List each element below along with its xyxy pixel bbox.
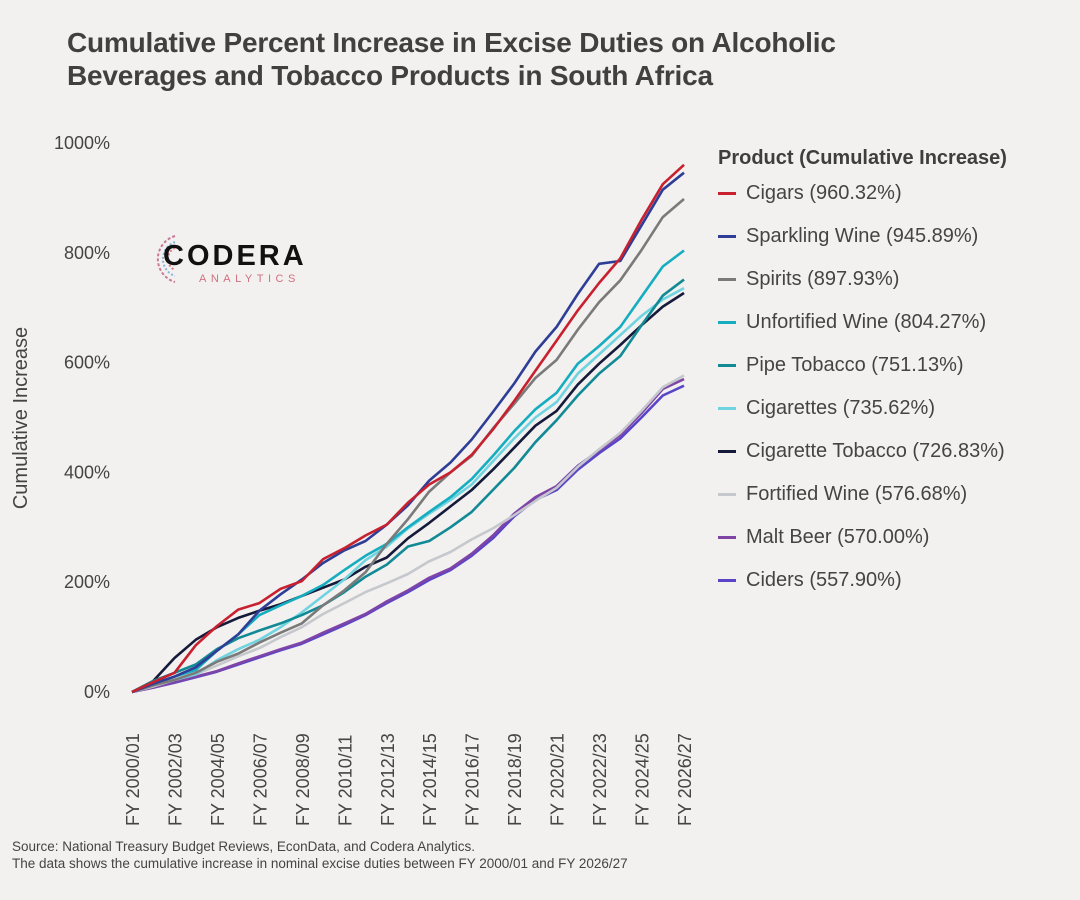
legend-swatch <box>718 450 736 453</box>
codera-logo: CODERA ANALYTICS <box>145 228 325 288</box>
logo-circuit-icon <box>156 235 176 283</box>
legend-item: Unfortified Wine (804.27%) <box>718 301 1007 344</box>
legend-swatch <box>718 579 736 582</box>
x-tick-label: FY 2022/23 <box>590 733 610 826</box>
x-tick-label: FY 2014/15 <box>420 733 440 826</box>
series-line-malt-beer <box>131 377 685 694</box>
series-line-unfortified-wine <box>131 249 685 694</box>
legend: Product (Cumulative Increase) Cigars (96… <box>718 147 1007 602</box>
legend-label: Unfortified Wine (804.27%) <box>746 311 987 333</box>
x-tick-label: FY 2004/05 <box>208 733 228 826</box>
legend-label: Cigars (960.32%) <box>746 182 902 204</box>
legend-swatch <box>718 321 736 324</box>
x-tick-label: FY 2010/11 <box>335 735 355 826</box>
legend-item: Cigars (960.32%) <box>718 172 1007 215</box>
y-axis-label: Cumulative Increase <box>10 327 32 509</box>
note-line: The data shows the cumulative increase i… <box>12 856 628 871</box>
legend-item: Cigarette Tobacco (726.83%) <box>718 430 1007 473</box>
y-tick-label: 1000% <box>54 133 110 153</box>
legend-label: Spirits (897.93%) <box>746 268 900 290</box>
x-tick-label: FY 2020/21 <box>548 733 568 826</box>
x-tick-label: FY 2026/27 <box>675 733 695 826</box>
x-tick-label: FY 2024/25 <box>633 733 653 826</box>
x-tick-label: FY 2006/07 <box>250 733 270 826</box>
legend-label: Sparkling Wine (945.89%) <box>746 225 979 247</box>
legend-swatch <box>718 235 736 238</box>
x-tick-label: FY 2018/19 <box>505 733 525 826</box>
y-tick-label: 600% <box>64 353 110 373</box>
logo-wordmark: CODERA <box>163 240 307 272</box>
legend-label: Cigarettes (735.62%) <box>746 397 935 419</box>
legend-item: Ciders (557.90%) <box>718 559 1007 602</box>
legend-item: Spirits (897.93%) <box>718 258 1007 301</box>
legend-item: Sparkling Wine (945.89%) <box>718 215 1007 258</box>
series-line-fortified-wine <box>131 374 685 694</box>
legend-item: Fortified Wine (576.68%) <box>718 473 1007 516</box>
legend-swatch <box>718 364 736 367</box>
source-note: Source: National Treasury Budget Reviews… <box>12 838 628 872</box>
series-line-cigars <box>131 163 685 694</box>
x-tick-label: FY 2012/13 <box>378 733 398 826</box>
legend-label: Malt Beer (570.00%) <box>746 526 930 548</box>
legend-swatch <box>718 493 736 496</box>
y-tick-label: 0% <box>84 682 110 702</box>
legend-item: Malt Beer (570.00%) <box>718 516 1007 559</box>
y-tick-label: 800% <box>64 243 110 263</box>
y-tick-label: 200% <box>64 572 110 592</box>
legend-swatch <box>718 192 736 195</box>
series-line-cigarette-tobacco <box>131 291 685 694</box>
x-tick-label: FY 2002/03 <box>165 733 185 826</box>
x-tick-label: FY 2000/01 <box>123 733 143 826</box>
y-tick-label: 400% <box>64 462 110 482</box>
legend-item: Cigarettes (735.62%) <box>718 387 1007 430</box>
legend-title: Product (Cumulative Increase) <box>718 147 1007 169</box>
legend-swatch <box>718 407 736 410</box>
series-line-cigarettes <box>131 286 685 694</box>
series-line-spirits <box>131 198 685 694</box>
source-line: Source: National Treasury Budget Reviews… <box>12 839 475 854</box>
x-tick-label: FY 2016/17 <box>463 733 483 826</box>
x-tick-label: FY 2008/09 <box>293 733 313 826</box>
legend-label: Cigarette Tobacco (726.83%) <box>746 440 1005 462</box>
legend-label: Fortified Wine (576.68%) <box>746 483 968 505</box>
legend-label: Ciders (557.90%) <box>746 569 902 591</box>
legend-swatch <box>718 278 736 281</box>
chart-title: Cumulative Percent Increase in Excise Du… <box>67 27 836 91</box>
series-line-pipe-tobacco <box>131 278 685 694</box>
legend-item: Pipe Tobacco (751.13%) <box>718 344 1007 387</box>
series-line-sparkling-wine <box>131 171 685 694</box>
logo-subtitle: ANALYTICS <box>199 273 300 285</box>
legend-swatch <box>718 536 736 539</box>
legend-label: Pipe Tobacco (751.13%) <box>746 354 964 376</box>
